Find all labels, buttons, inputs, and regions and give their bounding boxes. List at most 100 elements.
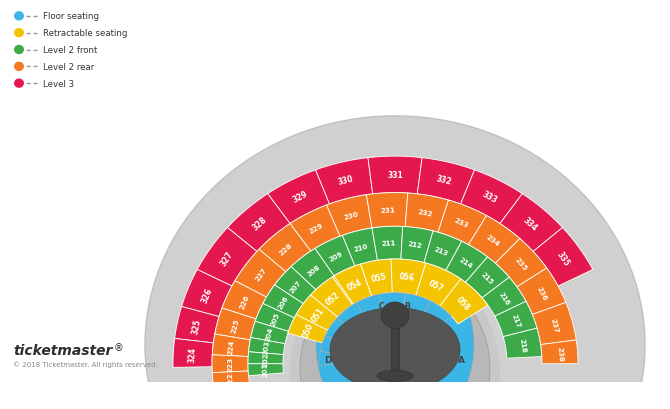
Text: 335: 335 [555, 249, 571, 267]
Text: 217: 217 [511, 313, 521, 328]
Text: Floor seating: Floor seating [43, 12, 99, 21]
Polygon shape [290, 206, 340, 252]
Circle shape [14, 63, 24, 72]
Polygon shape [316, 158, 373, 204]
Text: 330: 330 [337, 174, 354, 187]
Polygon shape [212, 371, 249, 388]
Text: Level 3: Level 3 [43, 79, 74, 88]
Text: 201: 201 [263, 362, 269, 376]
Polygon shape [416, 263, 461, 306]
Polygon shape [495, 239, 547, 287]
Text: 230: 230 [343, 211, 359, 220]
Polygon shape [424, 231, 462, 271]
Text: 052: 052 [324, 290, 342, 307]
Text: 218: 218 [519, 337, 527, 353]
Text: 006: 006 [387, 340, 402, 350]
Circle shape [381, 302, 409, 328]
Text: 238: 238 [556, 345, 563, 361]
Text: 213: 213 [433, 246, 450, 256]
Circle shape [14, 29, 24, 38]
Text: 327: 327 [219, 249, 235, 267]
Polygon shape [387, 326, 401, 364]
Polygon shape [227, 194, 290, 252]
Text: 227: 227 [254, 267, 267, 282]
Polygon shape [401, 227, 433, 263]
Text: © 2018 Ticketmaster. All rights reserved.: © 2018 Ticketmaster. All rights reserved… [13, 360, 157, 367]
Circle shape [14, 46, 24, 55]
Polygon shape [466, 257, 509, 298]
Text: 007: 007 [358, 325, 376, 342]
Text: 329: 329 [291, 189, 309, 204]
Text: 324: 324 [188, 346, 198, 362]
Polygon shape [334, 265, 371, 304]
Polygon shape [319, 351, 385, 365]
Polygon shape [248, 364, 283, 376]
Text: 228: 228 [278, 241, 293, 256]
Text: 057: 057 [427, 278, 446, 292]
Text: 216: 216 [497, 290, 510, 306]
Polygon shape [494, 301, 537, 337]
Text: 205: 205 [269, 311, 281, 326]
Polygon shape [197, 228, 257, 286]
Text: 237: 237 [550, 317, 559, 333]
Polygon shape [215, 308, 256, 340]
Text: ticketmaster: ticketmaster [13, 343, 113, 357]
Text: ®: ® [114, 342, 124, 352]
Text: 334: 334 [522, 215, 539, 232]
Polygon shape [342, 228, 377, 266]
Polygon shape [379, 293, 405, 355]
Text: 234: 234 [485, 233, 501, 247]
Text: 208: 208 [306, 263, 321, 277]
Polygon shape [235, 249, 286, 297]
Polygon shape [541, 340, 578, 364]
Text: 056: 056 [398, 272, 415, 282]
Text: 204: 204 [265, 326, 274, 342]
Polygon shape [296, 295, 338, 330]
Text: 055: 055 [371, 272, 387, 283]
Text: 011: 011 [399, 319, 417, 333]
Text: 223: 223 [227, 356, 233, 371]
Polygon shape [326, 195, 372, 237]
Polygon shape [533, 228, 593, 286]
Text: 202: 202 [263, 351, 269, 366]
Polygon shape [440, 279, 488, 324]
Polygon shape [259, 224, 311, 272]
Text: 215: 215 [479, 271, 494, 285]
Text: A: A [458, 355, 464, 364]
Polygon shape [173, 339, 213, 367]
Text: 001: 001 [347, 353, 357, 369]
Polygon shape [248, 352, 283, 364]
Text: 058: 058 [454, 294, 471, 312]
Text: 331: 331 [387, 171, 403, 180]
Polygon shape [212, 355, 248, 373]
Text: 235: 235 [513, 256, 528, 272]
Text: 054: 054 [346, 277, 364, 292]
Text: 224: 224 [227, 339, 235, 354]
Text: Level 2 front: Level 2 front [43, 46, 97, 55]
Text: 229: 229 [308, 222, 324, 235]
Text: 225: 225 [230, 317, 240, 333]
Ellipse shape [290, 259, 500, 409]
Text: D: D [324, 355, 332, 364]
Polygon shape [337, 303, 390, 358]
Text: 209: 209 [328, 250, 344, 262]
Polygon shape [400, 301, 452, 357]
Text: 211: 211 [381, 240, 395, 247]
Text: Level 2 rear: Level 2 rear [43, 63, 94, 72]
Polygon shape [288, 315, 328, 343]
Text: 332: 332 [436, 174, 453, 187]
Polygon shape [315, 236, 355, 276]
Ellipse shape [300, 270, 490, 409]
Text: 210: 210 [354, 243, 369, 252]
Text: 206: 206 [277, 295, 289, 310]
Polygon shape [468, 216, 520, 263]
Polygon shape [405, 193, 448, 233]
Text: 231: 231 [380, 207, 395, 213]
Text: 009: 009 [371, 319, 388, 334]
Text: 325: 325 [190, 318, 202, 335]
Text: 010: 010 [385, 319, 401, 328]
Text: 053: 053 [345, 278, 362, 292]
Text: 326: 326 [200, 285, 214, 303]
Circle shape [14, 12, 24, 21]
Text: 226: 226 [239, 293, 250, 309]
